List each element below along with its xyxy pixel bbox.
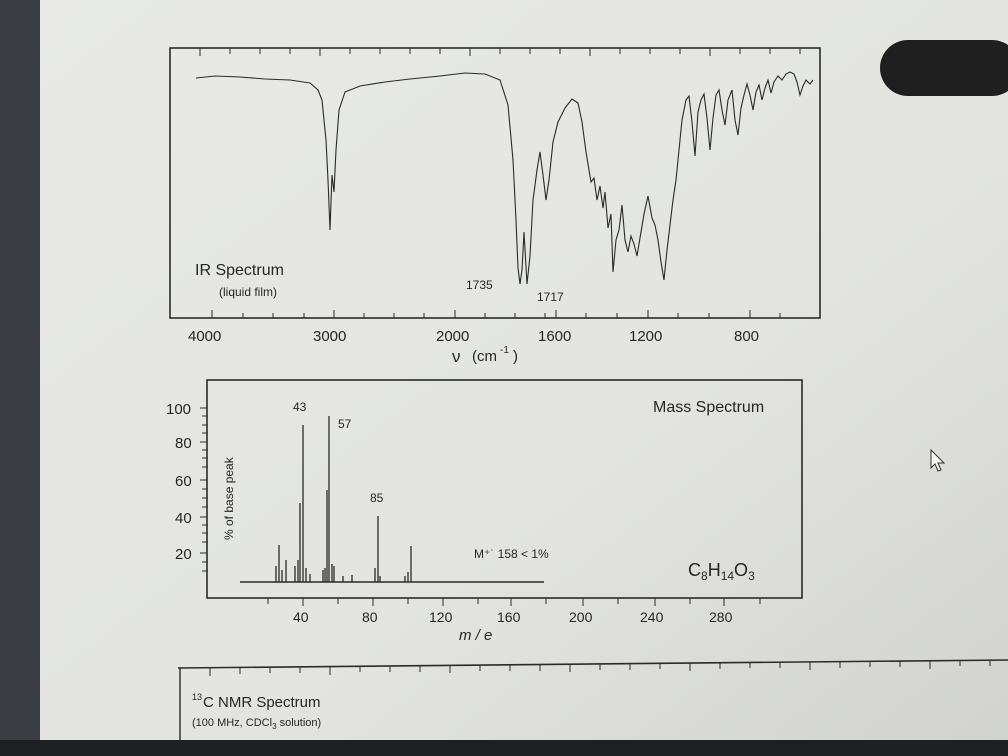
ir-x-axis-unit: (cm	[472, 348, 497, 365]
ms-y-tick-label: 100	[166, 401, 191, 418]
ir-title: IR Spectrum	[195, 262, 284, 279]
ms-molecular-ion-label: M⁺˙ 158 < 1%	[474, 547, 549, 561]
ms-y-tick-label: 80	[175, 435, 192, 452]
ir-spectrum-panel: IR Spectrum (liquid film) 1735 1717 4000…	[169, 47, 821, 366]
ir-x-tick-label: 1200	[629, 328, 662, 345]
nmr-subtitle: (100 MHz, CDCl3 solution)	[192, 717, 321, 731]
nmr-spectrum-panel: 13 C NMR Spectrum (100 MHz, CDCl3 soluti…	[177, 659, 1008, 740]
mass-spectrum-panel: Mass Spectrum 100 80 60 40 20 % of base …	[166, 379, 803, 644]
ms-formula: C8H14O3	[688, 560, 755, 583]
ms-peaks	[275, 416, 412, 582]
ir-subtitle: (liquid film)	[219, 285, 277, 299]
ms-x-tick-label: 280	[709, 609, 733, 625]
ir-spectrum-trace	[195, 71, 814, 285]
ir-x-axis-unit-exponent: -1	[500, 345, 509, 356]
ms-x-tick-label: 40	[293, 609, 309, 625]
ms-y-tick-label: 20	[175, 546, 192, 563]
nmr-title: C NMR Spectrum	[203, 694, 321, 711]
mouse-cursor-icon	[930, 448, 946, 472]
ms-title: Mass Spectrum	[653, 399, 764, 416]
ms-peak-label-57: 57	[338, 417, 352, 431]
ms-peak-label-85: 85	[370, 491, 384, 505]
ms-y-tick-label: 40	[175, 510, 192, 527]
ms-x-tick-label: 160	[497, 609, 521, 625]
ms-x-tick-label: 80	[362, 609, 378, 625]
nmr-isotope-superscript: 13	[192, 692, 202, 702]
ir-peak-label-1717: 1717	[537, 290, 564, 304]
ms-y-axis-label: % of base peak	[222, 456, 236, 540]
ir-x-tick-label: 3000	[313, 328, 346, 345]
ir-frame	[169, 47, 821, 319]
ms-x-tick-label: 240	[640, 609, 664, 625]
ms-x-tick-label: 120	[429, 609, 453, 625]
ms-x-tick-label: 200	[569, 609, 593, 625]
ir-x-tick-label: 1600	[538, 328, 571, 345]
ir-x-tick-label: 800	[734, 328, 759, 345]
ms-x-axis-label: m / e	[459, 627, 492, 644]
ms-y-tick-label: 60	[175, 473, 192, 490]
ir-x-axis-unit-close: )	[513, 348, 518, 365]
ir-x-tick-label: 4000	[188, 328, 221, 345]
ir-peak-label-1735: 1735	[466, 278, 493, 292]
ir-x-axis-symbol: ν	[452, 347, 461, 366]
ms-peak-label-43: 43	[293, 400, 307, 414]
paper-sheet	[40, 0, 1008, 740]
dark-pill-shape	[880, 40, 1008, 96]
ir-x-tick-label: 2000	[436, 328, 469, 345]
